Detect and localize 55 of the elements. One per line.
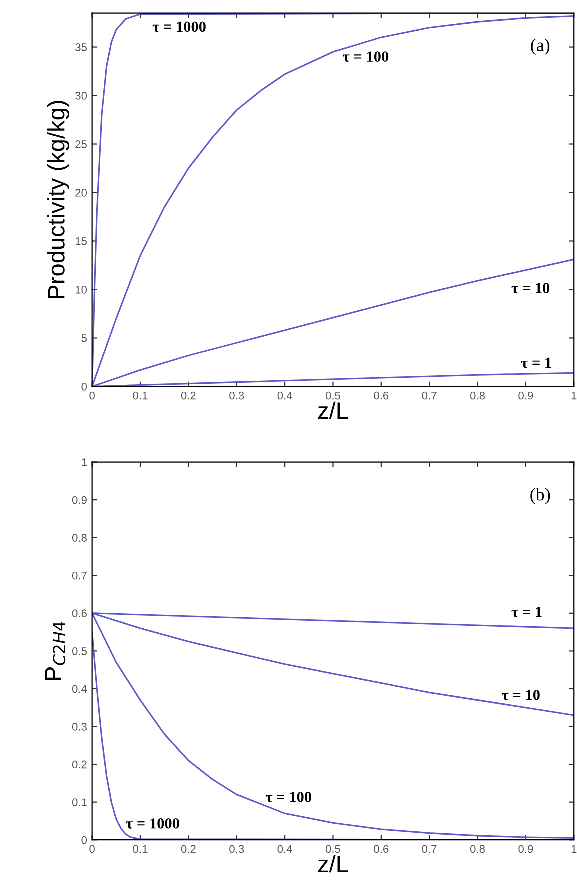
x-tick-label: 0.5 <box>326 845 340 854</box>
y-tick-label: 1 <box>82 458 87 466</box>
y-tick-label: 0.2 <box>72 760 87 769</box>
y-tick-label: 25 <box>76 140 87 148</box>
series-label: τ = 1000 <box>152 22 206 32</box>
x-tick-label: 0.8 <box>470 845 485 854</box>
x-tick-label: 0.8 <box>470 392 485 400</box>
x-tick-label: 0.3 <box>230 845 244 854</box>
annotation: (b) <box>530 488 550 504</box>
x-axis-title: z/L <box>318 402 348 420</box>
x-tick-label: 0.7 <box>422 392 437 400</box>
x-tick-label: 0.3 <box>230 392 244 400</box>
y-axis-title: P$_{C2H4}$ <box>45 622 66 680</box>
y-tick-label: 5 <box>82 334 87 342</box>
x-axis-title: z/L <box>318 855 348 873</box>
series-label: τ = 100 <box>266 792 312 802</box>
series-label: τ = 100 <box>343 52 389 62</box>
x-tick-label: 0 <box>90 392 95 400</box>
x-tick-label: 0.4 <box>278 845 292 854</box>
y-tick-label: 0 <box>82 836 88 844</box>
y-tick-label: 0.1 <box>72 798 87 806</box>
y-tick-label: 0.3 <box>72 723 87 731</box>
y-tick-label: 30 <box>76 92 88 100</box>
y-tick-label: 15 <box>76 238 87 246</box>
x-tick-label: 0.9 <box>518 845 534 854</box>
annotation: (a) <box>531 38 550 56</box>
x-tick-label: 0.5 <box>326 392 340 400</box>
series-label: τ = 10 <box>502 690 540 700</box>
y-tick-label: 35 <box>76 44 87 52</box>
series-label: τ = 10 <box>512 283 550 294</box>
x-tick-label: 0.2 <box>181 392 196 400</box>
x-tick-label: 0.9 <box>518 392 534 400</box>
y-tick-label: 0 <box>82 382 88 391</box>
y-tick-label: 0.8 <box>72 534 87 542</box>
x-tick-label: 1 <box>572 392 577 400</box>
y-tick-label: 0.9 <box>72 496 87 504</box>
y-tick-label: 0.6 <box>72 610 87 618</box>
x-tick-label: 0.4 <box>278 392 292 400</box>
series-label: τ = 1000 <box>126 818 180 829</box>
x-tick-label: 0.1 <box>133 392 148 400</box>
x-tick-label: 0.2 <box>181 845 196 854</box>
x-tick-label: 0 <box>90 845 95 854</box>
y-tick-label: 0.4 <box>72 685 88 694</box>
y-tick-label: 0.7 <box>72 572 87 580</box>
series-label: τ = 1 <box>521 358 552 368</box>
x-tick-label: 0.7 <box>422 845 437 854</box>
y-tick-label: 10 <box>76 286 88 294</box>
x-tick-label: 0.6 <box>374 845 389 854</box>
series-label: τ = 1 <box>512 607 542 618</box>
y-tick-label: 20 <box>76 189 88 197</box>
y-axis-title: Productivity (kg/kg) <box>48 101 70 298</box>
x-tick-label: 0.1 <box>133 845 148 854</box>
y-tick-label: 0.5 <box>72 647 87 656</box>
x-tick-label: 1 <box>572 845 577 854</box>
x-tick-label: 0.6 <box>374 392 389 400</box>
